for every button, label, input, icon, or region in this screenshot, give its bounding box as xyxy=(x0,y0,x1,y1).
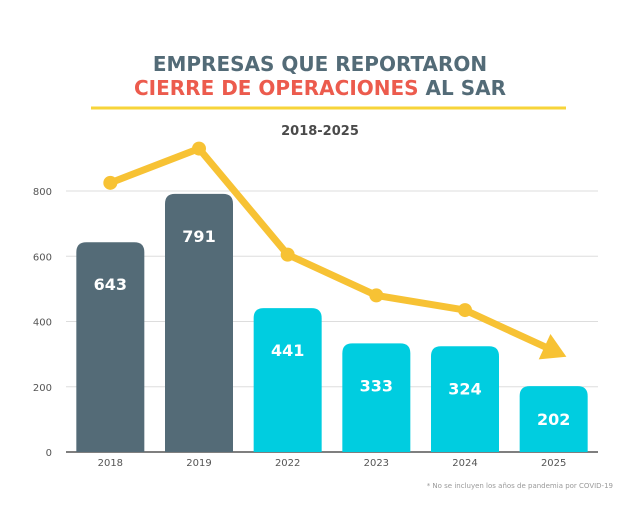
bar xyxy=(76,242,145,452)
bar-value-label: 202 xyxy=(537,410,570,429)
x-tick-label: 2022 xyxy=(275,458,300,469)
chart-title-rest: AL SAR xyxy=(419,76,506,100)
y-tick-label: 0 xyxy=(46,448,52,459)
y-tick-label: 200 xyxy=(33,383,52,394)
trend-arrowhead xyxy=(538,333,567,360)
bar xyxy=(519,386,588,452)
bar xyxy=(342,343,411,452)
bar xyxy=(253,308,322,452)
x-tick-label: 2018 xyxy=(98,458,123,469)
y-tick-label: 800 xyxy=(33,187,52,198)
bar-value-label: 791 xyxy=(182,227,215,246)
y-axis: 0 200 400 600 800 xyxy=(33,187,52,459)
x-tick-label: 2025 xyxy=(541,458,566,469)
bars: 643 791 441 333 324 202 xyxy=(76,193,588,452)
trend-line xyxy=(103,141,567,360)
bar xyxy=(431,346,499,452)
chart-title-line1: EMPRESAS QUE REPORTARON xyxy=(153,52,487,76)
x-tick-label: 2024 xyxy=(452,458,477,469)
trend-point xyxy=(458,303,472,318)
chart-title-highlight: CIERRE DE OPERACIONES xyxy=(134,76,419,100)
x-axis: 2018 2019 2022 2023 2024 2025 xyxy=(98,458,567,469)
y-tick-label: 600 xyxy=(33,252,52,263)
chart-title-line2: CIERRE DE OPERACIONES AL SAR xyxy=(134,76,506,100)
x-tick-label: 2019 xyxy=(186,458,211,469)
bar-value-label: 441 xyxy=(271,341,304,360)
trend-polyline xyxy=(106,145,552,352)
bar-value-label: 324 xyxy=(448,379,481,398)
bar-value-label: 643 xyxy=(94,275,127,294)
trend-point xyxy=(280,247,295,262)
gridlines xyxy=(66,190,598,453)
trend-point xyxy=(192,141,206,156)
bar-value-label: 333 xyxy=(360,376,393,395)
chart-subtitle: 2018-2025 xyxy=(281,124,359,139)
bar xyxy=(165,193,233,452)
y-tick-label: 400 xyxy=(33,318,52,329)
trend-point xyxy=(103,175,118,190)
footnote: * No se incluyen los años de pandemia po… xyxy=(427,482,613,490)
x-tick-label: 2023 xyxy=(364,458,389,469)
trend-point xyxy=(369,288,384,303)
